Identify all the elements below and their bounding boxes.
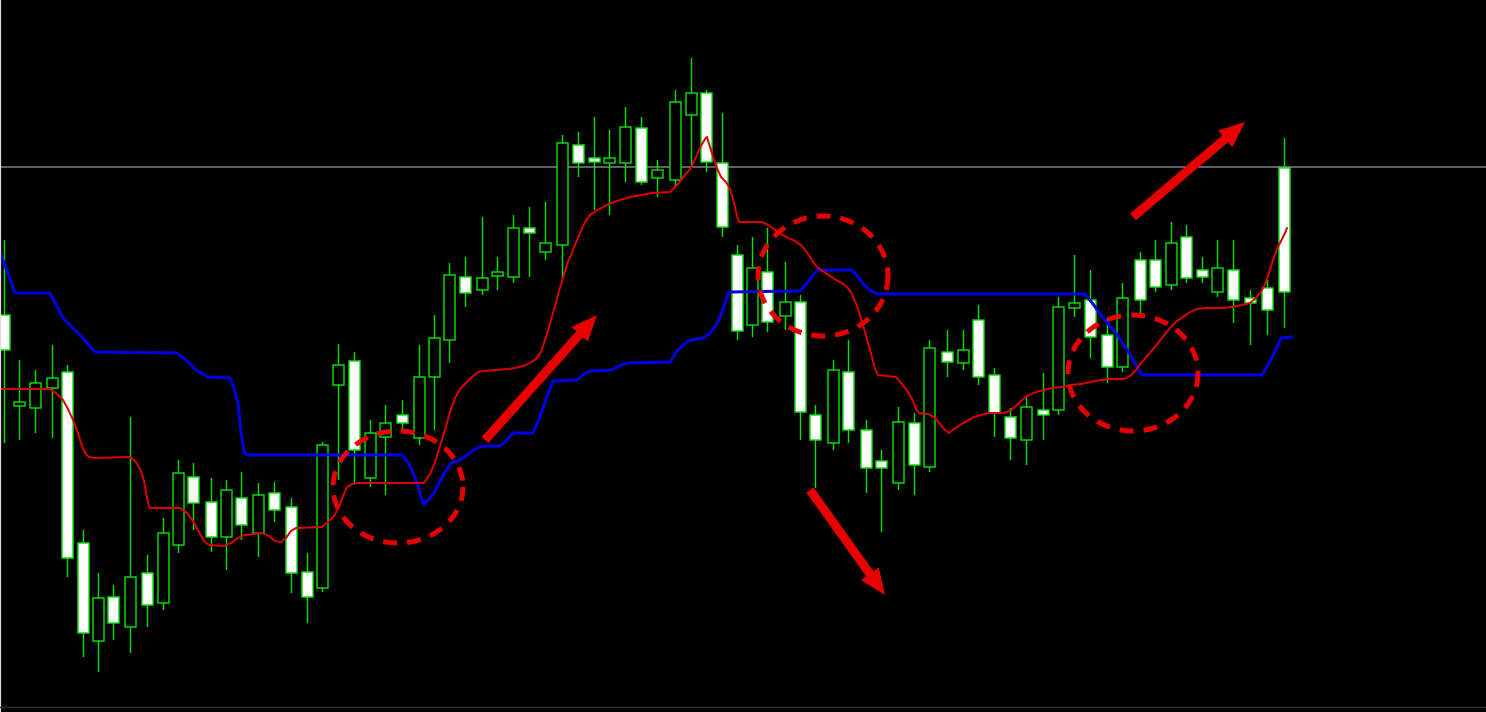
bear-candle-body	[685, 92, 698, 116]
up-arrow-annotation	[481, 326, 588, 444]
bull-candle-body	[842, 371, 855, 431]
dashed-circle-annotation	[755, 213, 891, 339]
bear-candle-body	[1165, 242, 1178, 286]
bear-candle-body	[92, 597, 105, 642]
bull-candle-body	[301, 571, 314, 598]
down-arrow-annotation	[806, 487, 878, 582]
bull-candle-body	[700, 92, 713, 163]
bear-candle-body	[1052, 306, 1065, 411]
arrowhead-icon	[1218, 122, 1245, 148]
bear-candle-body	[220, 489, 233, 538]
bear-candle-body	[413, 376, 426, 439]
blue-step-baseline-indicator	[0, 250, 1294, 507]
bear-candle-body	[1068, 302, 1081, 309]
bull-candle-body	[348, 360, 361, 451]
bear-candle-body	[603, 157, 616, 164]
bear-candle-body	[669, 101, 682, 181]
bear-candle-body	[651, 169, 664, 179]
bull-candle-body	[1004, 416, 1017, 439]
bull-candle-body	[1037, 409, 1050, 416]
bull-candle-body	[908, 422, 921, 466]
bear-candle-body	[46, 377, 59, 389]
bear-candle-body	[827, 369, 840, 444]
bull-candle-body	[875, 460, 888, 469]
dashed-circle-annotation	[1065, 312, 1201, 434]
bull-candle-body	[1261, 287, 1274, 311]
bear-candle-body	[1020, 406, 1033, 441]
bear-candle-body	[1211, 267, 1224, 293]
bear-candle-body	[252, 494, 265, 534]
bull-candle-body	[1180, 236, 1193, 279]
bear-candle-body	[1116, 297, 1129, 368]
bull-candle-body	[941, 351, 954, 363]
bull-candle-body	[1278, 167, 1291, 293]
bear-candle-body	[779, 301, 792, 317]
bull-candle-body	[988, 374, 1001, 414]
bull-candle-body	[187, 476, 200, 504]
red-moving-average-indicator	[0, 136, 1288, 547]
arrowhead-icon	[571, 315, 597, 342]
bear-candle-body	[316, 444, 329, 589]
bear-candle-body	[619, 126, 632, 164]
bull-candle-body	[205, 501, 218, 538]
bear-candle-body	[13, 401, 26, 407]
bear-candle-body	[923, 347, 936, 468]
bull-candle-body	[141, 572, 154, 606]
bear-candle-body	[556, 142, 569, 246]
bull-candle-body	[61, 371, 74, 559]
bear-candle-body	[428, 337, 441, 378]
bull-candle-body	[523, 227, 536, 234]
bull-candle-body	[396, 414, 409, 424]
arrowhead-icon	[860, 567, 885, 595]
bull-candle-body	[972, 319, 985, 378]
bull-candle-body	[285, 506, 298, 574]
bull-candle-body	[77, 542, 90, 634]
bull-candle-body	[588, 157, 601, 163]
bull-candle-body	[716, 162, 729, 228]
bull-candle-body	[1134, 259, 1147, 301]
bull-candle-body	[268, 492, 281, 511]
bull-candle-body	[635, 127, 648, 183]
bull-candle-body	[459, 276, 472, 294]
bull-candle-body	[1101, 334, 1114, 368]
bull-candle-body	[107, 596, 120, 624]
up-arrow-annotation	[1130, 131, 1233, 221]
bear-candle-body	[443, 274, 456, 341]
bear-candle-body	[539, 242, 552, 253]
bull-candle-body	[1149, 259, 1162, 288]
bear-candle-body	[491, 271, 504, 277]
bear-candle-body	[957, 349, 970, 364]
bear-candle-body	[157, 532, 170, 604]
bull-candle-body	[235, 497, 248, 526]
bull-candle-body	[860, 429, 873, 469]
bull-candle-body	[809, 414, 822, 441]
bear-candle-body	[476, 277, 489, 291]
bull-candle-body	[1227, 269, 1240, 301]
bull-candle-body	[794, 301, 807, 413]
bear-candle-body	[892, 421, 905, 484]
bear-candle-body	[507, 227, 520, 278]
bear-candle-body	[124, 576, 137, 628]
bull-candle-body	[1196, 269, 1209, 278]
bear-candle-body	[332, 364, 345, 386]
bull-candle-body	[0, 314, 11, 351]
bear-candle-body	[29, 382, 42, 409]
dashed-circle-annotation	[330, 428, 466, 546]
bear-candle-body	[746, 267, 759, 326]
bull-candle-body	[572, 144, 585, 164]
